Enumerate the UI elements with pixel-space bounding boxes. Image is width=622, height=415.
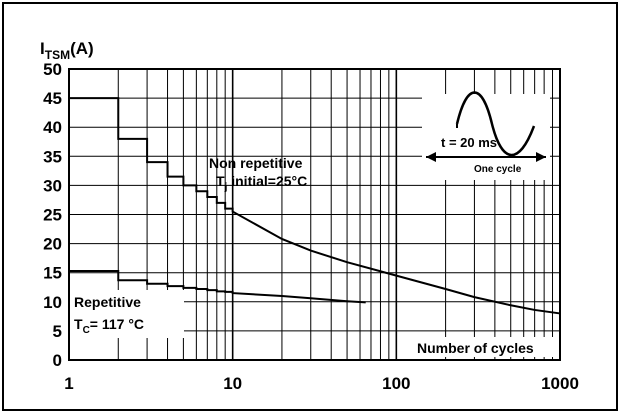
series-line-repetitive [69,269,366,304]
y-tick-label: 50 [43,60,62,79]
x-tick-label: 100 [382,374,410,393]
y-tick-label: 20 [43,235,62,254]
y-tick-label: 35 [43,147,62,166]
chart-frame: 1 10 100 1000 0 5 10 15 20 25 30 35 40 45 50 ITSM(A) N… [2,2,618,411]
y-tick-label: 30 [43,176,62,195]
x-axis-title-bg [414,337,560,357]
y-tick-label: 25 [43,206,62,225]
y-tick-label: 40 [43,118,62,137]
period-arrow-right-head [536,152,546,162]
y-tick-label: 45 [43,89,62,108]
repetitive-label-bg [66,290,184,338]
y-axis-title: ITSM(A) [40,39,94,62]
non-repetitive-label: Non repetitive [209,155,303,171]
surge-current-chart: 1 10 100 1000 0 5 10 15 20 25 30 35 40 45 50 ITSM(A) N… [40,39,579,393]
y-tick-label: 5 [53,322,62,341]
plot-border [68,68,561,361]
axis-ticks: 1 10 100 1000 0 5 10 15 20 25 30 35 40 45 50 [43,60,579,393]
sine-wave [455,91,536,157]
repetitive-label: Repetitive [74,294,141,310]
period-arrow-left-head [426,152,436,162]
y-tick-label: 15 [43,264,62,283]
period-label: t = 20 ms [441,135,497,150]
x-tick-label: 10 [223,374,242,393]
waveform-inset: t = 20 ms One cycle [422,91,550,180]
x-axis-title: Number of cycles [417,340,534,356]
one-cycle-label: One cycle [474,164,522,175]
x-tick-label: 1000 [541,374,579,393]
y-tick-label: 0 [53,351,62,370]
repetitive-temp-label: TC= 117 °C [74,316,144,336]
non-repetitive-temp-label: Tj initial=25°C [216,173,307,193]
x-tick-label: 1 [64,374,73,393]
series-lines [69,97,561,315]
y-tick-label: 10 [43,293,62,312]
grid [69,69,560,360]
series-line-non-repetitive [69,97,561,315]
